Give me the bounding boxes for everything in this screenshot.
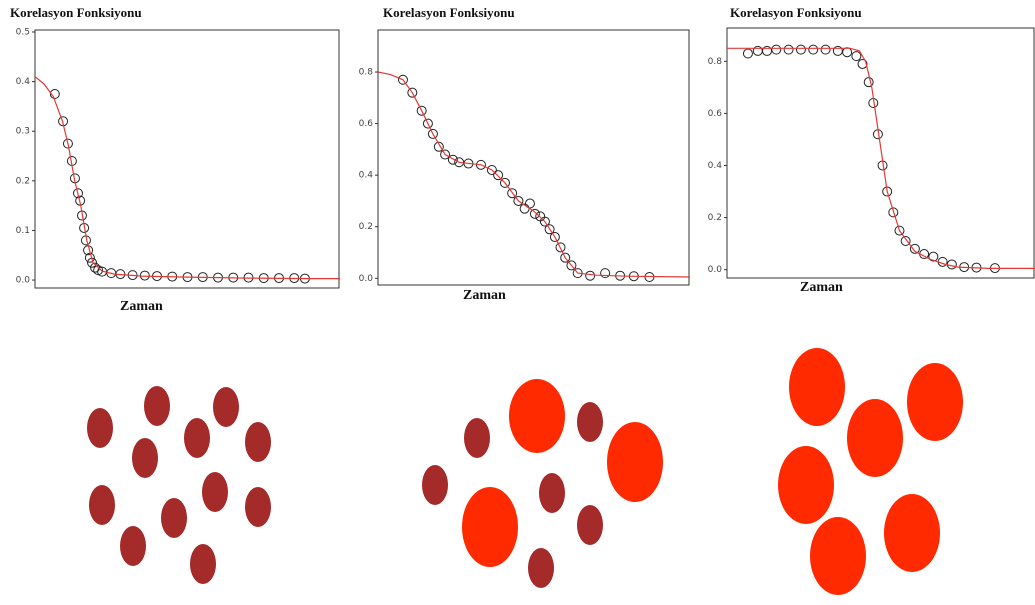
- y-tick-label: 0.4: [16, 77, 31, 87]
- y-tick-label: 0.2: [16, 176, 30, 186]
- data-point: [772, 45, 781, 54]
- data-point: [586, 271, 595, 280]
- y-tick-label: 0.5: [16, 27, 30, 37]
- particle-large: [789, 348, 845, 426]
- data-point: [809, 45, 818, 54]
- particle: [190, 544, 216, 584]
- data-point: [947, 260, 956, 269]
- data-point: [784, 45, 793, 54]
- y-tick-label: 0.2: [359, 222, 373, 232]
- y-tick-label: 0.6: [708, 109, 723, 119]
- y-tick-label: 0.0: [16, 276, 31, 286]
- particle: [144, 386, 170, 426]
- particle: [120, 526, 146, 566]
- data-point: [743, 49, 752, 58]
- x-axis-label: Zaman: [120, 299, 163, 314]
- y-tick-label: 0.8: [708, 57, 723, 67]
- data-point: [843, 48, 852, 57]
- data-point: [796, 45, 805, 54]
- particle-large: [847, 399, 903, 477]
- data-point: [530, 209, 539, 218]
- plot-frame: [378, 30, 689, 285]
- data-point: [494, 171, 503, 180]
- particle: [161, 498, 187, 538]
- particles-small: [87, 386, 271, 584]
- particle-large: [607, 422, 663, 502]
- particle: [184, 418, 210, 458]
- fit-line: [727, 48, 1035, 268]
- y-tick-label: 0.2: [708, 213, 722, 223]
- particle: [577, 402, 603, 442]
- particle-large: [778, 446, 834, 524]
- chart: Korelasyon Fonksiyonu Zaman 0.0 0.2 0.4 0.6 0.…: [359, 5, 690, 303]
- y-tick-label: 0.1: [16, 226, 30, 236]
- particle-large: [810, 517, 866, 595]
- y-tick-label: 0.0: [359, 274, 374, 284]
- y-tick-label: 0.6: [359, 119, 374, 129]
- particle: [245, 422, 271, 462]
- y-tick-label: 0.0: [708, 265, 723, 275]
- data-point: [852, 52, 861, 61]
- particle: [245, 487, 271, 527]
- particle: [422, 465, 448, 505]
- particles-mixed: [422, 379, 663, 588]
- fit-line: [35, 77, 340, 279]
- data-point: [901, 237, 910, 246]
- plot-frame: [727, 28, 1034, 278]
- data-point: [821, 45, 830, 54]
- chart-title: Korelasyon Fonksiyonu: [10, 5, 142, 20]
- particles-large: [778, 348, 963, 595]
- fit-line: [378, 72, 690, 277]
- particle: [89, 485, 115, 525]
- particle-large: [907, 363, 963, 441]
- y-tick-label: 0.4: [359, 171, 374, 181]
- particle-large: [509, 379, 565, 453]
- particle: [213, 387, 239, 427]
- y-tick-label: 0.4: [708, 161, 723, 171]
- particle: [464, 418, 490, 458]
- chart-title: Korelasyon Fonksiyonu: [730, 5, 862, 20]
- chart: Korelasyon Fonksiyonu Zaman 0.0 0.2 0.4 0.6 0.…: [708, 5, 1035, 295]
- x-axis-label: Zaman: [800, 280, 843, 295]
- figure: Korelasyon Fonksiyonu Zaman 0.0 0.1 0.2 0.3 0.…: [0, 0, 1035, 605]
- particle: [528, 548, 554, 588]
- particle: [539, 473, 565, 513]
- chart: Korelasyon Fonksiyonu Zaman 0.0 0.1 0.2 0.3 0.…: [10, 5, 340, 314]
- y-tick-label: 0.8: [359, 68, 374, 78]
- particle-large: [884, 494, 940, 572]
- data-point: [601, 269, 610, 278]
- chart-title: Korelasyon Fonksiyonu: [383, 5, 515, 20]
- plot-frame: [35, 30, 339, 288]
- particle: [132, 438, 158, 478]
- x-axis-label: Zaman: [463, 288, 506, 303]
- particle: [202, 472, 228, 512]
- y-tick-label: 0.3: [16, 127, 30, 137]
- particle: [87, 408, 113, 448]
- particle-large: [462, 487, 518, 567]
- particle: [577, 505, 603, 545]
